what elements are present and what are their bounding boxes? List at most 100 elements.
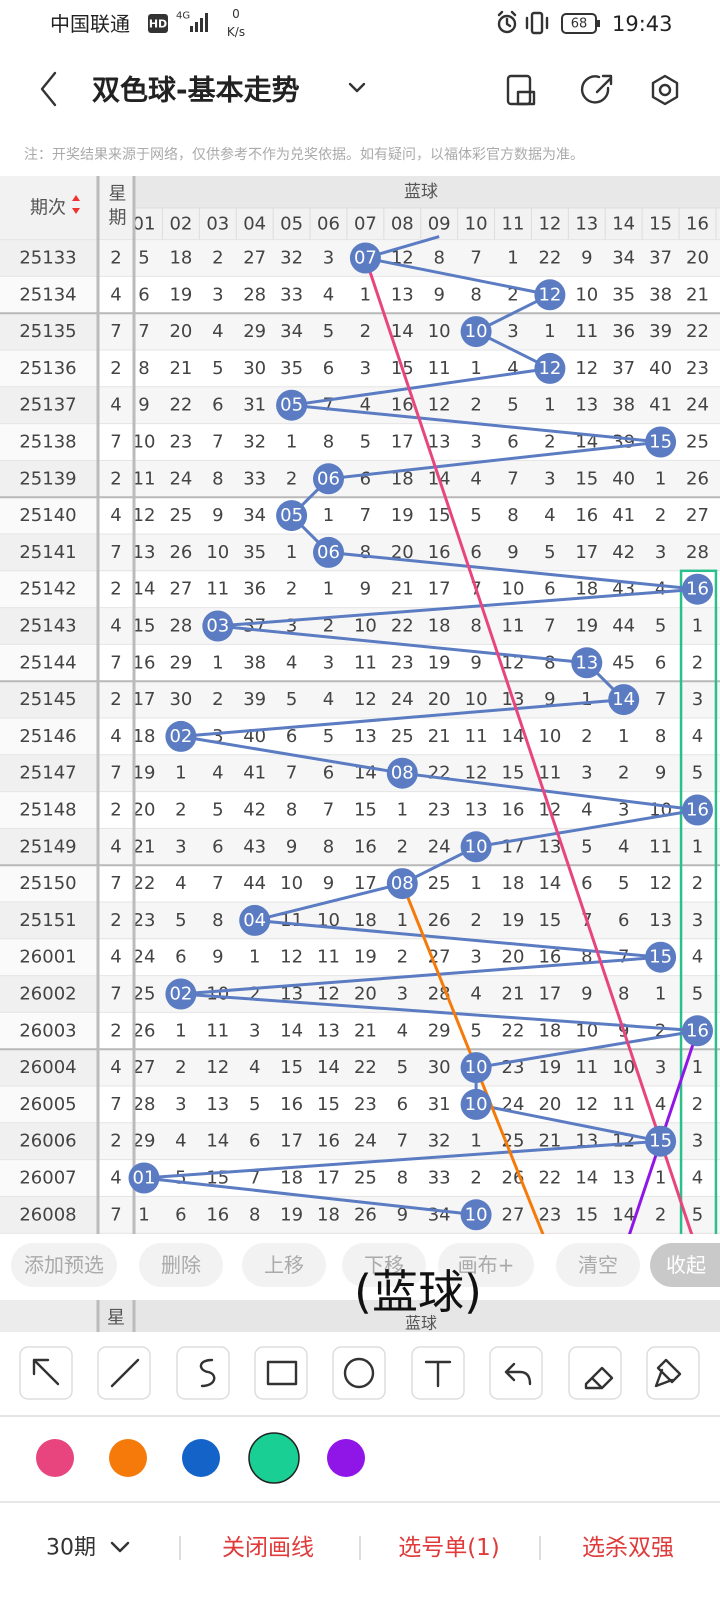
miss-count: 30 (428, 1057, 451, 1078)
battery-tip (597, 20, 600, 27)
button-label[interactable]: 画布+ (458, 1253, 515, 1277)
hd: HD (149, 18, 167, 31)
color-swatch[interactable] (248, 1432, 300, 1484)
ball-number: 12 (538, 358, 561, 379)
miss-count: 2 (360, 321, 371, 342)
miss-count: 20 (354, 984, 377, 1005)
miss-count: 13 (280, 984, 303, 1005)
miss-count: 11 (133, 468, 156, 489)
miss-count: 40 (649, 358, 672, 379)
miss-count: 3 (618, 800, 629, 821)
miss-count: 14 (575, 1168, 598, 1189)
miss-count: 16 (575, 505, 598, 526)
button-label[interactable]: 下移 (364, 1253, 404, 1277)
period-chevron[interactable] (110, 1541, 130, 1553)
miss-count: 2 (692, 1094, 703, 1115)
miss-count: 1 (581, 689, 592, 710)
miss-count: 22 (391, 616, 414, 637)
miss-count: 10 (133, 432, 156, 453)
miss-count: 3 (249, 1020, 260, 1041)
ball-number: 10 (465, 1204, 488, 1225)
button-label[interactable]: 上移 (264, 1253, 304, 1277)
miss-count: 40 (612, 468, 635, 489)
miss-count: 18 (317, 1204, 340, 1225)
miss-count: 15 (575, 1204, 598, 1225)
device-icon[interactable] (506, 74, 536, 106)
tool-button[interactable] (254, 1346, 308, 1400)
miss-count: 18 (354, 910, 377, 931)
miss-count: 16 (133, 652, 156, 673)
period: 26008 (19, 1204, 76, 1225)
weekday: 7 (110, 542, 121, 563)
column-number: 02 (169, 213, 192, 234)
settings-icon[interactable] (651, 74, 679, 106)
miss-count: 34 (243, 505, 266, 526)
back-button[interactable] (40, 71, 57, 107)
column-number: 12 (538, 213, 561, 234)
miss-count: 14 (317, 1057, 340, 1078)
button[interactable] (556, 1243, 640, 1287)
tool-icon (654, 1358, 682, 1388)
row-bg (0, 718, 720, 755)
button[interactable] (242, 1243, 326, 1287)
miss-count: 15 (538, 910, 561, 931)
button[interactable] (139, 1243, 223, 1287)
color-swatch[interactable] (36, 1439, 74, 1477)
button[interactable] (650, 1243, 720, 1287)
button-label[interactable]: 收起 (666, 1253, 706, 1277)
tool-row (19, 1346, 700, 1400)
period-select[interactable]: 30期 (46, 1536, 96, 1561)
share-icon[interactable] (580, 74, 613, 104)
ball-number: 01 (133, 1168, 156, 1189)
action[interactable]: 关闭画线 (222, 1535, 314, 1561)
user-line (659, 1030, 699, 1142)
tool-button[interactable] (568, 1346, 622, 1400)
group-header: 蓝球 (404, 182, 438, 202)
miss-count: 23 (133, 910, 156, 931)
miss-count: 4 (323, 284, 334, 305)
miss-count: 7 (544, 616, 555, 637)
period-cell-bg (0, 902, 98, 939)
tool-icon (424, 1360, 452, 1388)
miss-count: 5 (544, 542, 555, 563)
period: 25149 (19, 836, 76, 857)
button-label[interactable]: 删除 (161, 1253, 201, 1277)
period-header[interactable]: 期次 (30, 197, 66, 218)
miss-count: 37 (649, 248, 672, 269)
button[interactable] (11, 1243, 117, 1287)
column-number: 04 (243, 213, 266, 234)
miss-count: 16 (428, 542, 451, 563)
speed-unit: K/s (227, 25, 245, 39)
color-swatch[interactable] (109, 1439, 147, 1477)
period-cell-bg (0, 460, 98, 498)
color-swatch[interactable] (182, 1439, 220, 1477)
button[interactable] (438, 1243, 534, 1287)
miss-count: 2 (507, 284, 518, 305)
miss-count: 17 (317, 1168, 340, 1189)
miss-count: 25 (133, 984, 156, 1005)
action[interactable]: 选杀双强 (582, 1535, 674, 1561)
sticky-group: 蓝球 (405, 1314, 437, 1333)
action[interactable]: 选号单(1) (398, 1535, 500, 1561)
tool-button[interactable] (646, 1346, 700, 1400)
miss-count: 7 (249, 1168, 260, 1189)
title-dropdown[interactable] (348, 82, 366, 93)
tool-button[interactable] (332, 1346, 386, 1400)
button-label[interactable]: 添加预选 (24, 1253, 104, 1277)
miss-count: 1 (655, 1168, 666, 1189)
bottom-bar: 30期 关闭画线 选号单(1) 选杀双强 (46, 1535, 674, 1561)
miss-count: 18 (169, 248, 192, 269)
button-label[interactable]: 清空 (578, 1253, 618, 1277)
button[interactable] (342, 1243, 426, 1287)
miss-count: 34 (428, 1204, 451, 1225)
weekday: 2 (110, 468, 121, 489)
miss-count: 26 (686, 468, 709, 489)
miss-count: 11 (428, 358, 451, 379)
period-cell-bg (0, 1196, 98, 1234)
miss-count: 2 (286, 468, 297, 489)
miss-count: 5 (286, 689, 297, 710)
color-swatch[interactable] (327, 1439, 365, 1477)
tool-button[interactable] (176, 1346, 230, 1400)
miss-count: 11 (354, 652, 377, 673)
miss-count: 29 (169, 652, 192, 673)
